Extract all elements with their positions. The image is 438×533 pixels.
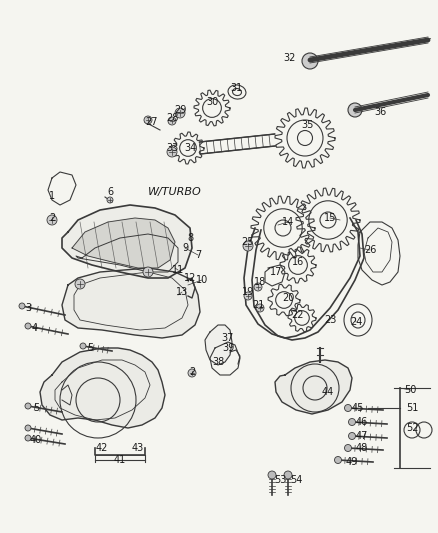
Circle shape [107,197,113,203]
Text: 42: 42 [96,443,108,453]
Circle shape [80,343,86,349]
Text: W/TURBO: W/TURBO [148,187,202,197]
Circle shape [25,403,31,409]
Circle shape [168,117,176,125]
Circle shape [47,215,57,225]
Text: 1: 1 [49,191,55,201]
Text: 25: 25 [242,237,254,247]
Polygon shape [62,268,200,338]
Text: 26: 26 [364,245,376,255]
Text: 39: 39 [222,343,234,353]
Text: 52: 52 [406,423,418,433]
Circle shape [25,435,31,441]
Circle shape [254,283,262,291]
Text: 21: 21 [252,300,264,310]
Polygon shape [275,360,352,414]
Text: 54: 54 [290,475,302,485]
Circle shape [144,116,152,124]
Circle shape [349,432,356,440]
Text: 46: 46 [356,417,368,427]
Text: 23: 23 [324,315,336,325]
Text: 48: 48 [356,443,368,453]
Text: 40: 40 [30,435,42,445]
Text: 32: 32 [284,53,296,63]
Text: 6: 6 [107,187,113,197]
Circle shape [349,418,356,425]
Circle shape [256,304,264,312]
Text: 53: 53 [274,475,286,485]
Text: 16: 16 [292,257,304,267]
Text: 8: 8 [187,233,193,243]
Text: 34: 34 [184,143,196,153]
Text: 17: 17 [270,267,282,277]
Text: 12: 12 [184,273,196,283]
Text: 13: 13 [176,287,188,297]
Text: 18: 18 [254,277,266,287]
Text: 49: 49 [346,457,358,467]
Circle shape [348,103,362,117]
Circle shape [175,108,185,118]
Circle shape [284,471,292,479]
Circle shape [188,369,196,377]
Text: 51: 51 [406,403,418,413]
Circle shape [268,471,276,479]
Circle shape [345,445,352,451]
Text: 33: 33 [166,143,178,153]
Text: 20: 20 [282,293,294,303]
Text: 31: 31 [230,83,242,93]
Text: 37: 37 [222,333,234,343]
Text: 4: 4 [32,323,38,333]
Text: 15: 15 [324,213,336,223]
Text: 5: 5 [87,343,93,353]
Text: 41: 41 [114,455,126,465]
Circle shape [345,405,352,411]
Text: 2: 2 [189,367,195,377]
Circle shape [25,425,31,431]
Text: 19: 19 [242,287,254,297]
Text: 2: 2 [49,213,55,223]
Text: 29: 29 [174,105,186,115]
Polygon shape [62,205,192,278]
Text: 5: 5 [33,403,39,413]
Text: 36: 36 [374,107,386,117]
Text: 44: 44 [322,387,334,397]
Text: 28: 28 [166,113,178,123]
Text: 45: 45 [352,403,364,413]
Circle shape [302,53,318,69]
Text: 43: 43 [132,443,144,453]
Text: 38: 38 [212,357,224,367]
Text: 10: 10 [196,275,208,285]
Text: 47: 47 [356,431,368,441]
Text: 9: 9 [182,243,188,253]
Text: 27: 27 [146,117,158,127]
Text: 50: 50 [404,385,416,395]
Circle shape [143,267,153,277]
Circle shape [25,323,31,329]
Text: 30: 30 [206,97,218,107]
Text: 24: 24 [350,317,362,327]
Text: 14: 14 [282,217,294,227]
Polygon shape [205,325,232,365]
Polygon shape [40,348,165,428]
Text: 35: 35 [302,120,314,130]
Circle shape [167,147,177,157]
Text: 11: 11 [172,265,184,275]
Polygon shape [72,218,175,268]
Circle shape [243,241,253,251]
Circle shape [244,292,252,300]
Text: 3: 3 [25,303,31,313]
Text: 7: 7 [195,250,201,260]
Text: 22: 22 [292,310,304,320]
Circle shape [19,303,25,309]
Circle shape [335,456,342,464]
Circle shape [75,279,85,289]
